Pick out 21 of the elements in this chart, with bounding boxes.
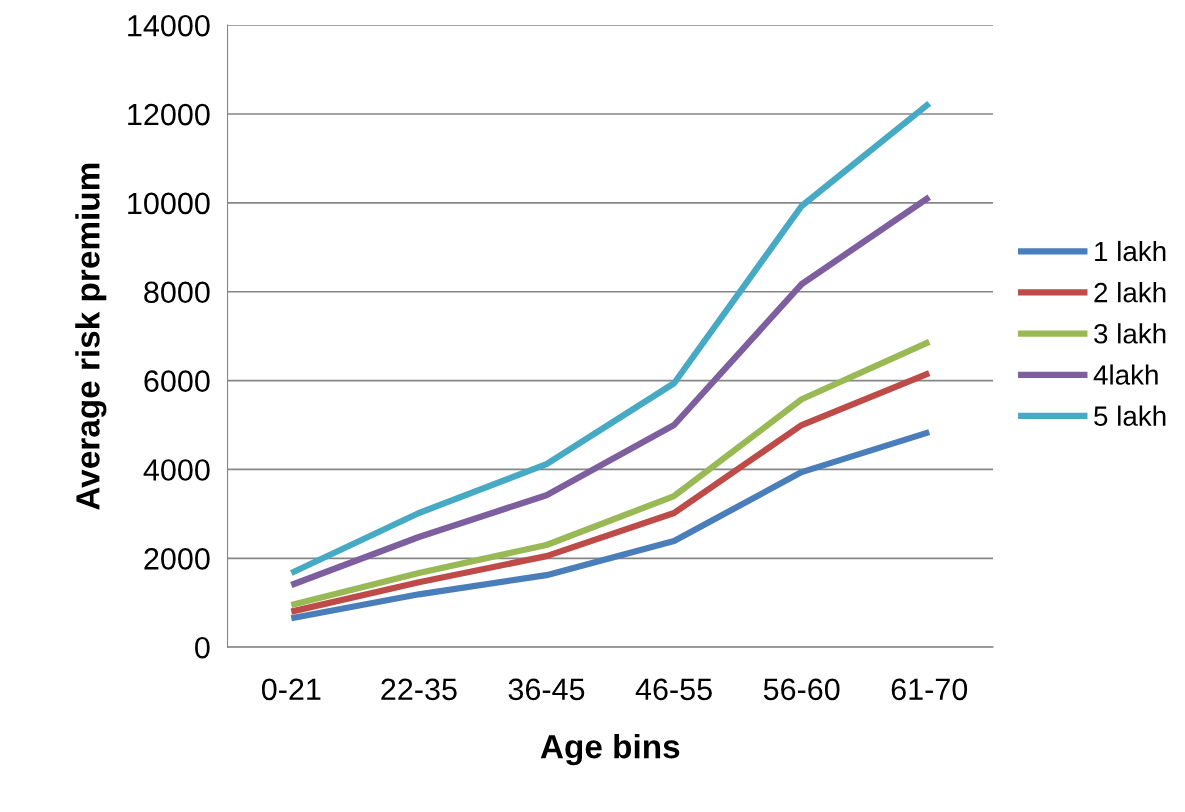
y-tick-label: 12000 bbox=[128, 103, 210, 126]
y-tick-label: 8000 bbox=[144, 281, 210, 304]
y-tick-label: 2000 bbox=[144, 548, 210, 570]
x-axis-title: Age bins bbox=[540, 733, 680, 766]
y-tick-label: 4000 bbox=[143, 459, 210, 481]
y-tick-label: 10000 bbox=[128, 192, 210, 215]
x-tick-label: 22-35 bbox=[381, 678, 457, 701]
x-tick-label: 61-70 bbox=[891, 678, 968, 701]
legend-label: 5 lakh bbox=[1094, 405, 1166, 426]
y-tick-label: 6000 bbox=[144, 370, 210, 392]
legend-label: 2 lakh bbox=[1094, 282, 1166, 303]
x-tick-label: 46-55 bbox=[635, 678, 712, 701]
y-tick-label: 0 bbox=[195, 636, 210, 659]
x-tick-label: 36-45 bbox=[508, 678, 585, 701]
x-tick-label: 0-21 bbox=[261, 678, 321, 701]
x-tick-label: 56-60 bbox=[763, 678, 840, 701]
legend-label: 4lakh bbox=[1093, 364, 1158, 385]
legend-label: 3 lakh bbox=[1094, 323, 1166, 344]
y-axis-title: Average risk premium bbox=[75, 163, 107, 510]
legend-label: 1 lakh bbox=[1095, 240, 1166, 262]
y-tick-label: 14000 bbox=[128, 14, 210, 37]
